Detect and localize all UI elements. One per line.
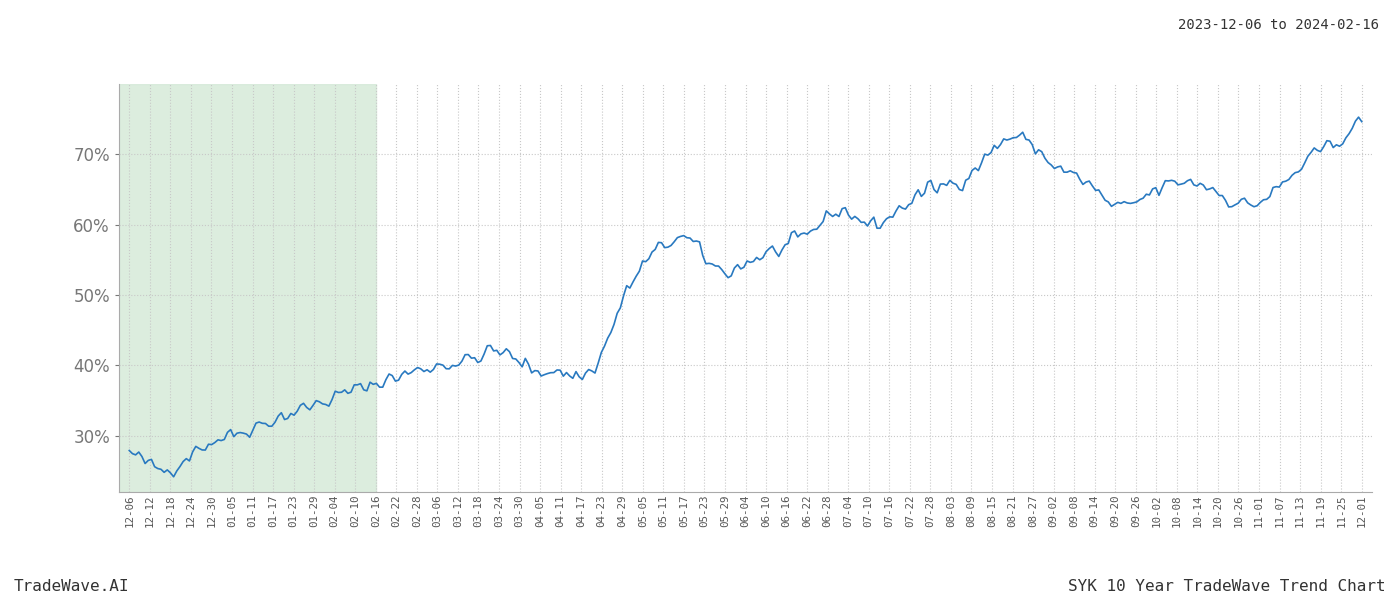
Text: 2023-12-06 to 2024-02-16: 2023-12-06 to 2024-02-16 bbox=[1177, 18, 1379, 32]
Text: TradeWave.AI: TradeWave.AI bbox=[14, 579, 129, 594]
Text: SYK 10 Year TradeWave Trend Chart: SYK 10 Year TradeWave Trend Chart bbox=[1068, 579, 1386, 594]
Bar bbox=[119, 84, 375, 492]
